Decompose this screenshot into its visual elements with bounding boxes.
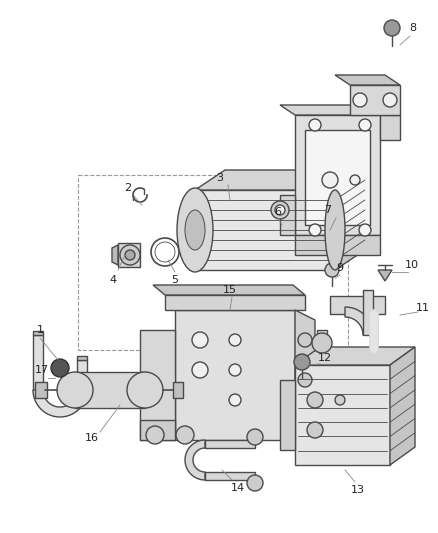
Text: 2: 2 [124, 183, 131, 193]
Polygon shape [295, 115, 380, 235]
Circle shape [271, 201, 289, 219]
Polygon shape [305, 130, 370, 225]
Text: 14: 14 [231, 483, 245, 493]
Polygon shape [345, 307, 373, 335]
Polygon shape [295, 235, 380, 255]
Polygon shape [317, 330, 327, 347]
Polygon shape [378, 270, 392, 281]
Text: 17: 17 [35, 365, 49, 375]
Text: 4: 4 [110, 275, 117, 285]
Text: 1: 1 [36, 325, 43, 335]
Circle shape [322, 172, 338, 188]
Bar [78, 175, 348, 350]
Polygon shape [140, 420, 175, 440]
Circle shape [312, 333, 332, 353]
Polygon shape [33, 335, 43, 390]
Circle shape [383, 93, 397, 107]
Circle shape [350, 175, 360, 185]
Text: 7: 7 [325, 205, 332, 215]
Polygon shape [295, 310, 315, 440]
Text: 5: 5 [172, 275, 179, 285]
Polygon shape [33, 390, 87, 417]
Polygon shape [295, 365, 390, 465]
Polygon shape [77, 356, 87, 360]
Circle shape [298, 333, 312, 347]
Polygon shape [295, 347, 415, 365]
Polygon shape [363, 290, 373, 335]
Polygon shape [140, 330, 175, 440]
Circle shape [229, 364, 241, 376]
Circle shape [57, 372, 93, 408]
Circle shape [127, 372, 163, 408]
Polygon shape [280, 380, 295, 450]
Circle shape [125, 250, 135, 260]
Text: 10: 10 [405, 260, 419, 270]
Circle shape [384, 20, 400, 36]
Circle shape [229, 334, 241, 346]
Polygon shape [280, 195, 295, 235]
Ellipse shape [185, 210, 205, 250]
Circle shape [335, 395, 345, 405]
Polygon shape [390, 347, 415, 465]
Circle shape [353, 93, 367, 107]
Circle shape [359, 119, 371, 131]
Polygon shape [185, 440, 205, 480]
Circle shape [247, 475, 263, 491]
Polygon shape [165, 295, 305, 310]
Polygon shape [365, 105, 400, 115]
Polygon shape [330, 296, 385, 314]
Circle shape [275, 205, 285, 215]
Text: 13: 13 [351, 485, 365, 495]
Circle shape [120, 245, 140, 265]
Polygon shape [112, 245, 118, 265]
Polygon shape [35, 382, 47, 398]
Circle shape [247, 429, 263, 445]
Text: 6: 6 [275, 207, 282, 217]
Polygon shape [195, 170, 365, 190]
Circle shape [309, 224, 321, 236]
Polygon shape [335, 75, 400, 85]
Ellipse shape [325, 190, 345, 270]
Polygon shape [153, 285, 305, 295]
Circle shape [229, 394, 241, 406]
Polygon shape [175, 310, 295, 440]
Polygon shape [205, 472, 255, 480]
Polygon shape [77, 360, 87, 390]
Text: 3: 3 [216, 173, 223, 183]
Polygon shape [335, 170, 365, 270]
Ellipse shape [177, 188, 213, 272]
Circle shape [298, 373, 312, 387]
Circle shape [192, 332, 208, 348]
Circle shape [325, 263, 339, 277]
Circle shape [294, 354, 310, 370]
Polygon shape [118, 243, 140, 267]
Circle shape [176, 426, 194, 444]
Circle shape [192, 362, 208, 378]
Circle shape [359, 224, 371, 236]
Polygon shape [75, 372, 145, 408]
Polygon shape [195, 190, 335, 270]
Text: 16: 16 [85, 433, 99, 443]
Circle shape [51, 359, 69, 377]
Polygon shape [205, 440, 255, 448]
Text: 12: 12 [318, 353, 332, 363]
Text: 15: 15 [223, 285, 237, 295]
Polygon shape [280, 105, 380, 115]
Text: 8: 8 [410, 23, 417, 33]
Polygon shape [33, 331, 43, 335]
Text: 11: 11 [416, 303, 430, 313]
Circle shape [309, 119, 321, 131]
Text: 9: 9 [336, 263, 343, 273]
Polygon shape [380, 115, 400, 140]
Circle shape [307, 392, 323, 408]
Circle shape [307, 422, 323, 438]
Polygon shape [173, 382, 183, 398]
Polygon shape [350, 85, 400, 115]
Circle shape [146, 426, 164, 444]
